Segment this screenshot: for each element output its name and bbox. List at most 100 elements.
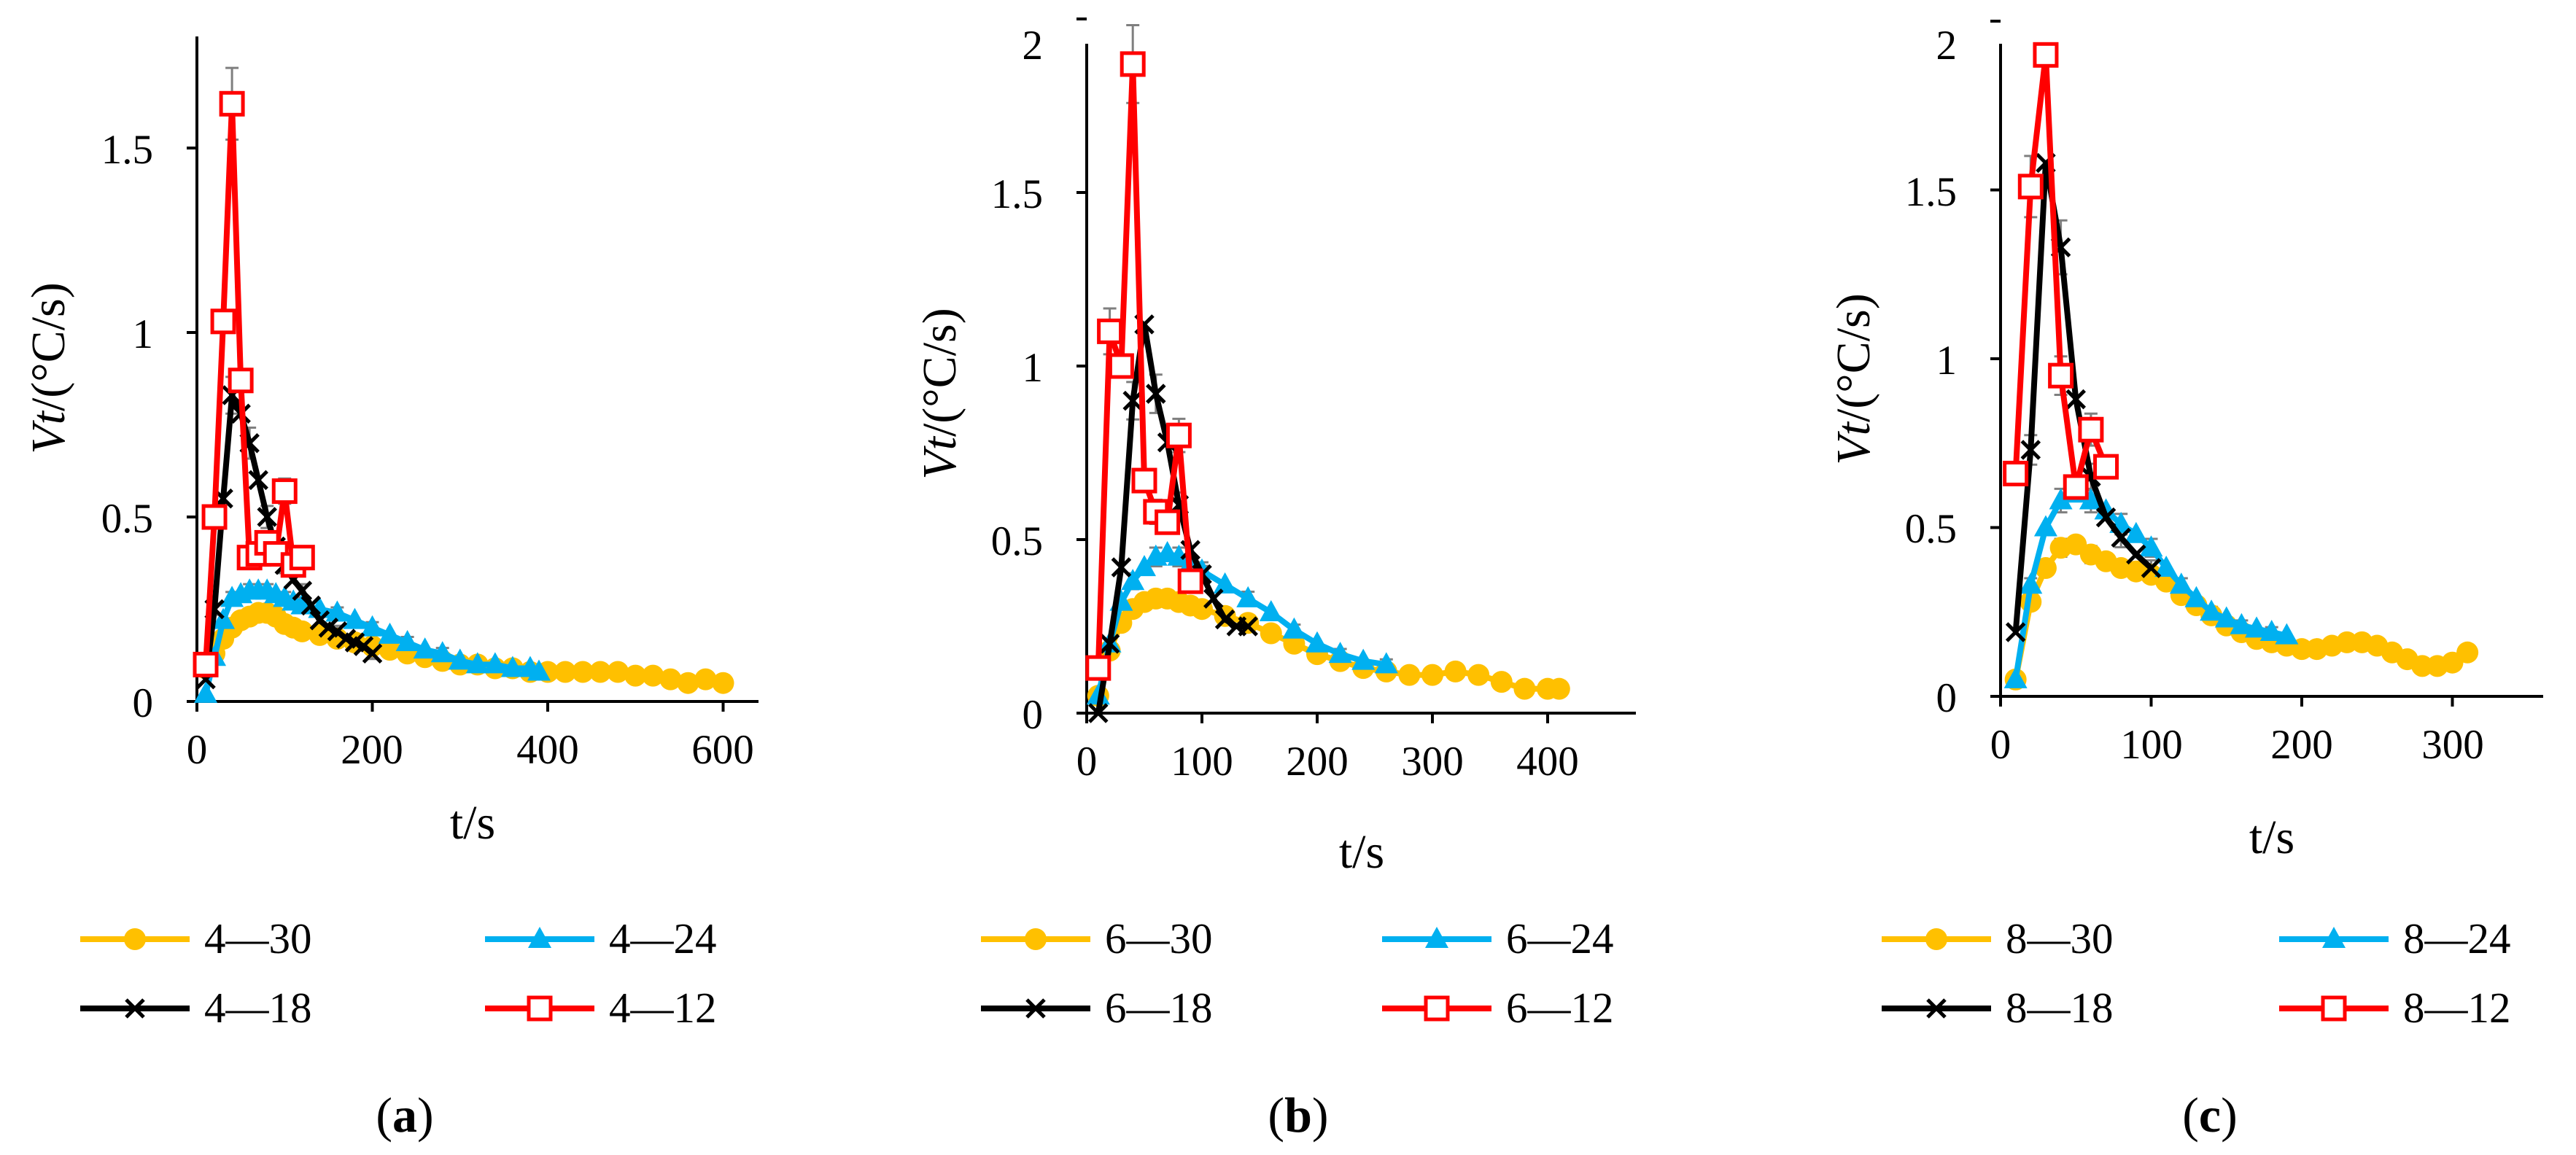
panel-c-legend-item[interactable] [1882,928,1991,950]
legend-marker [2321,995,2347,1022]
legend-marker [1926,998,1947,1019]
panel-c-x-axis-title: t/s [2249,811,2294,864]
panel-b-legend-item[interactable] [1382,927,1491,948]
legend-marker [1424,995,1450,1022]
panel-a-plot: 0 0.5 1 1.5 0 200 400 600 Vt/(°C/s) t/s [22,29,766,849]
panel-a-xtick-label: 400 [516,727,579,773]
series-marker [1155,509,1181,535]
series-marker [1490,671,1513,693]
panel-a-xtick-labels: 0 200 400 600 [187,727,754,773]
series-marker [2093,454,2119,480]
panel-b-caption-open: ( [1268,1087,1284,1143]
series-marker [291,620,314,642]
series-marker [624,664,647,687]
series-marker [289,545,315,571]
panel-a-legend-label: 4—30 [204,914,312,962]
panel-c-y-axis-title: Vt/(°C/s) [1827,293,1880,464]
panel-a-caption-letter: a [392,1087,417,1143]
series-marker [2078,416,2104,443]
panel-b-xtick-label: 100 [1171,739,1233,785]
series-marker [2095,507,2117,528]
panel-b-caption-letter: b [1284,1087,1312,1143]
panel-b: 0 0.5 1 1.5 2 0 100 200 300 400 Vt/(°C/s… [913,18,1636,1143]
series-marker [1259,599,1283,621]
panel-c-xtick-labels: 0 100 200 300 [1990,722,2484,768]
series-marker [1099,634,1120,654]
panel-b-ytick-label: 1.5 [991,171,1043,217]
series-marker [1374,652,1398,674]
series-marker [228,368,254,394]
series-marker [2259,620,2284,642]
series-marker [642,664,664,687]
panel-c-legend-item[interactable] [2279,927,2389,948]
series-marker [2154,556,2179,578]
panel-c-legend-item[interactable] [2279,995,2389,1022]
legend-marker [1025,998,1046,1019]
panel-a-xtick-label: 0 [187,727,208,773]
series-marker [1088,703,1109,723]
panel-a-legend-item[interactable] [80,928,190,950]
series-marker [1467,664,1490,686]
series-marker [2049,488,2073,510]
panel-b-xtick-label: 200 [1286,739,1349,785]
series-marker [2139,535,2163,557]
series-marker [219,90,245,117]
series-marker [712,672,734,694]
series-marker [1177,568,1203,594]
panel-b-legend-item[interactable] [981,928,1090,950]
series-square [2003,42,2119,500]
legend-marker [527,995,553,1022]
series-marker [1213,572,1237,594]
panel-c-legend-item[interactable] [1882,998,1991,1019]
series-marker [362,643,383,664]
panel-b-xtick-label: 300 [1401,739,1464,785]
series-marker [2033,515,2057,537]
panel-a-ytick-label: 1.5 [101,127,153,173]
panel-a-legend-label: 4—24 [609,914,717,962]
panel-a-x-axis-title: t/s [450,796,495,849]
series-marker [2079,488,2103,510]
panel-b-ytick-labels: 0 0.5 1 1.5 2 [991,23,1043,738]
panel-c-legend-label: 8—12 [2403,984,2511,1032]
series-marker [1282,617,1306,639]
series-marker [1122,390,1143,411]
series-marker [659,668,682,691]
series-marker [1236,586,1260,607]
panel-c-plot: 0 0.5 1 1.5 2 0 100 200 300 Vt/(°C/s) t/… [1827,20,2543,864]
series-marker [2335,631,2358,653]
panel-b-legend-item[interactable] [981,998,1090,1019]
panel-a-caption: (a) [376,1087,433,1143]
series-marker [2020,440,2041,460]
series-triangle [194,578,551,703]
series-marker [2456,641,2479,664]
series-marker [2005,622,2026,642]
series-marker [2063,474,2089,500]
panel-b-legend-item[interactable] [1382,995,1491,1022]
panel-c-ytick-labels: 0 0.5 1 1.5 2 [1905,23,1957,721]
panel-c-error-bars [2024,155,2459,672]
panel-b-xtick-label: 400 [1516,739,1579,785]
series-marker [210,308,236,335]
panel-b-caption: (b) [1268,1087,1328,1143]
panel-a-legend-item[interactable] [485,927,594,948]
series-marker [2141,558,2162,578]
panel-b-y-axis-var: Vt [913,435,966,479]
series-marker [2003,666,2028,688]
legend-marker [1025,928,1047,950]
series-marker [1108,353,1134,379]
panel-a-legend-item[interactable] [80,998,190,1019]
series-marker [1548,677,1570,700]
panel-b-legend: 6—30 6—24 6—18 6—12 [981,914,1614,1032]
series-marker [300,595,322,616]
panel-b-ytick-label: 2 [1023,23,1044,69]
panel-a-ytick-label: 1 [133,311,154,357]
series-marker [2124,521,2148,543]
panel-b-ytick-label: 0.5 [991,518,1043,564]
panel-a-xtick-label: 600 [691,727,754,773]
panel-a-y-axis-unit: /(°C/s) [22,282,75,411]
series-marker [2200,599,2224,621]
series-marker [343,607,367,629]
series-marker [2245,616,2269,638]
series-marker [1111,557,1132,578]
panel-a-legend-item[interactable] [485,995,594,1022]
